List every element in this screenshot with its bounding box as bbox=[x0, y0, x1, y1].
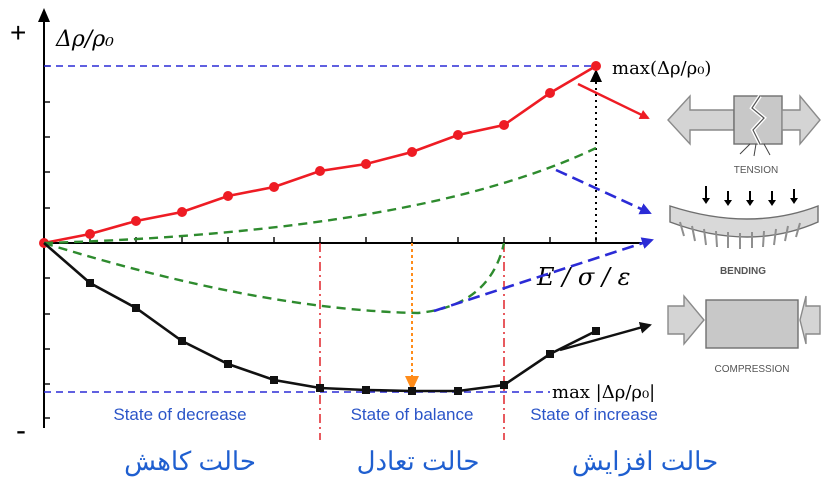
persian-decrease-label: حالت کاهش bbox=[124, 446, 256, 477]
balance-arrow-icon bbox=[405, 376, 419, 391]
state-balance-label: State of balance bbox=[351, 405, 474, 424]
y-axis-arrow-icon bbox=[38, 8, 50, 22]
state-increase-label: State of increase bbox=[530, 405, 658, 424]
max-up-arrow-icon bbox=[590, 69, 602, 82]
bending-lower-curve bbox=[43, 241, 506, 315]
plus-sign: + bbox=[10, 17, 26, 48]
tension-caption: TENSION bbox=[734, 165, 778, 176]
y-axis-label: Δρ/ρ₀ bbox=[55, 27, 114, 52]
compression-markers bbox=[86, 279, 600, 395]
x-axis-label: E / σ / ε bbox=[536, 263, 630, 291]
tension-icon bbox=[667, 94, 821, 157]
persian-balance-label: حالت تعادل bbox=[357, 446, 480, 476]
bending-caption: BENDING bbox=[720, 266, 766, 277]
compression-caption: COMPRESSION bbox=[714, 364, 789, 375]
compression-icon bbox=[667, 294, 821, 349]
minus-sign: - bbox=[16, 414, 26, 447]
bending-arrow-lower bbox=[433, 237, 654, 313]
tension-arrow bbox=[577, 82, 650, 120]
persian-increase-label: حالت افزایش bbox=[572, 446, 718, 477]
bending-icon bbox=[669, 186, 819, 249]
bending-upper-curve bbox=[43, 146, 597, 245]
compression-arrow bbox=[559, 321, 652, 352]
bending-arrow-upper bbox=[555, 168, 652, 215]
state-decrease-label: State of decrease bbox=[113, 405, 246, 424]
tension-markers bbox=[39, 61, 601, 248]
tension-curve bbox=[43, 64, 597, 245]
max-top-label: max(Δρ/ρ₀) bbox=[612, 58, 711, 79]
max-bottom-label: max |Δρ/ρ₀| bbox=[552, 382, 655, 403]
